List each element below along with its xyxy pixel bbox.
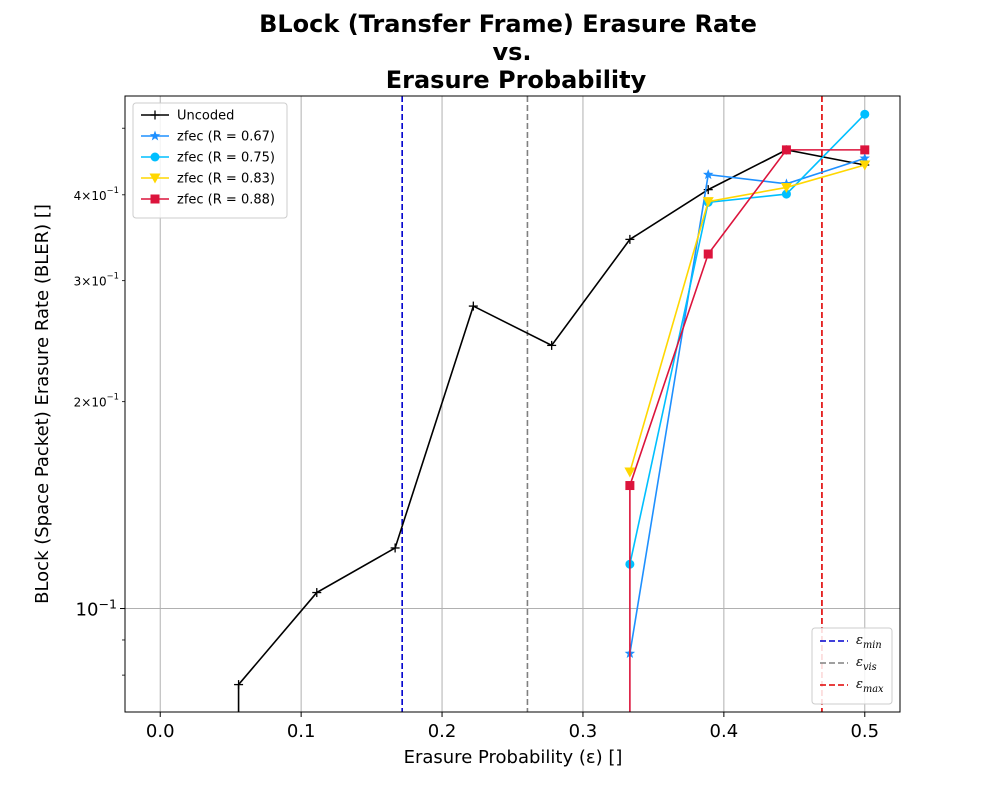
series-1-point-3 (859, 152, 870, 163)
series-legend-box (132, 102, 288, 219)
plot-area: 0.0 0.1 0.2 0.3 0.4 0.5 10−12×10−13×10−14×10−1… (74, 95, 901, 742)
series-0-point-1 (234, 680, 244, 690)
x-axis-ticks: 0.0 0.1 0.2 0.3 0.4 0.5 (146, 712, 879, 742)
legend-marker-4 (150, 194, 160, 204)
legend-label-0: Uncoded (177, 109, 234, 124)
series-3-point-2 (780, 182, 792, 193)
series-legend: Uncoded zfec (R = 0.67) zfec (R = 0.75) zfe… (132, 102, 288, 219)
series-4-point-1 (625, 481, 635, 491)
legend-marker-0 (150, 110, 160, 120)
series-3-line (629, 164, 865, 473)
legend-label-2: zfec (R = 0.75) (177, 151, 275, 166)
series-1-line (629, 157, 866, 654)
series-3-point-0 (624, 467, 636, 478)
series-0-point-5 (547, 340, 557, 350)
y-axis-ticks: 10−12×10−13×10−14×10−1 (74, 127, 125, 676)
legend-label-1: zfec (R = 0.67) (177, 130, 275, 145)
x-tick-label-0: 0.0 (146, 721, 175, 742)
series-1-point-1 (702, 169, 714, 180)
x-tick-label-3: 0.3 (569, 721, 598, 742)
y-major-tick-label-0: 10−1 (76, 597, 117, 621)
x-tick-label-5: 0.5 (850, 721, 879, 742)
chart-title-line-2: vs. (492, 38, 531, 66)
legend-marker-2 (150, 152, 160, 162)
series-4 (625, 145, 870, 712)
series-0-point-6 (625, 234, 635, 244)
x-tick-label-2: 0.2 (428, 721, 457, 742)
series-2-line (629, 113, 866, 565)
series-2-point-3 (860, 109, 870, 119)
y-axis-label: BLock (Space Packet) Erasure Rate (BLER)… (32, 204, 53, 604)
series-0-point-3 (390, 543, 400, 553)
legend-label-4: zfec (R = 0.88) (177, 193, 275, 208)
x-axis-label: Erasure Probability (ε) [] (404, 747, 623, 768)
legend-label-3: zfec (R = 0.83) (177, 172, 275, 187)
series-4-point-3 (781, 145, 791, 155)
legend-marker-3 (149, 173, 161, 184)
x-tick-label-1: 0.1 (287, 721, 316, 742)
x-tick-label-4: 0.4 (710, 721, 739, 742)
series-3-point-3 (859, 160, 871, 171)
series-4-point-4 (860, 145, 870, 155)
series-3-point-1 (702, 197, 714, 208)
series-3 (624, 160, 871, 478)
legend-marker-1 (149, 130, 161, 141)
series-0-point-2 (312, 588, 322, 598)
plot-frame (124, 95, 901, 713)
series-0-line (237, 149, 865, 712)
chart-title-line-1: BLock (Transfer Frame) Erasure Rate (259, 10, 757, 38)
series-layer (234, 109, 871, 712)
series-0-point-4 (468, 301, 478, 311)
series-2-point-2 (781, 189, 791, 199)
series-4-point-2 (703, 249, 713, 259)
reference-lines (401, 96, 823, 712)
chart-title-line-3: Erasure Probability (386, 66, 647, 94)
